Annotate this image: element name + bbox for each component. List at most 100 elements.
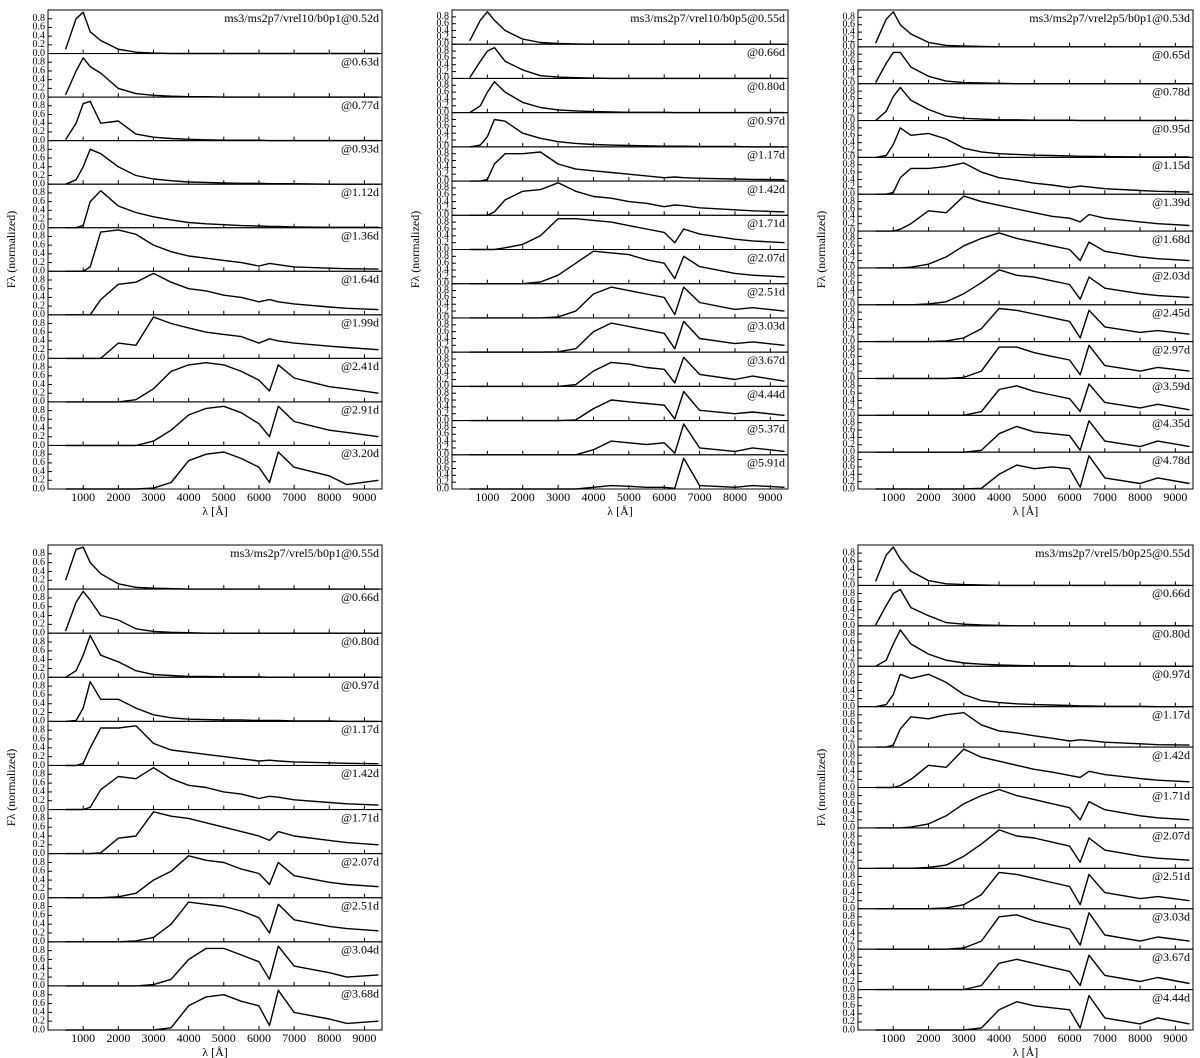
y-tick-label: 0.4 — [33, 610, 46, 621]
y-tick-label: 0.0 — [843, 446, 856, 457]
y-tick-label: 0.8 — [843, 628, 856, 639]
spectrum-label: @1.42d — [341, 766, 379, 780]
y-tick-label: 0.4 — [843, 395, 856, 406]
y-tick-label: 0.2 — [843, 774, 856, 785]
spectrum — [469, 457, 785, 490]
x-tick-label: 3000 — [952, 490, 976, 504]
spectrum-label: @3.68d — [341, 987, 379, 1001]
spectrum-label: @1.42d — [747, 182, 785, 196]
y-tick-label: 0.2 — [33, 39, 46, 50]
spectrum — [469, 286, 785, 319]
spectrum-label: @3.04d — [341, 943, 379, 957]
y-tick-label: 0.6 — [33, 283, 46, 294]
y-tick-label: 0.6 — [843, 351, 856, 362]
y-tick-label: 0.6 — [33, 866, 46, 877]
y-tick-label: 0.0 — [33, 91, 46, 102]
spectrum-label: @1.64d — [341, 272, 379, 286]
y-tick-label: 0.6 — [437, 86, 450, 97]
y-axis-label: Fλ (normalized) — [814, 211, 828, 288]
y-tick-label: 0.8 — [33, 724, 46, 735]
subplot-frame — [47, 401, 383, 446]
y-tick-label: 0.0 — [437, 415, 450, 426]
subplot-frame — [451, 214, 789, 251]
x-tick-label: 1000 — [881, 490, 905, 504]
y-tick-label: 0.8 — [33, 769, 46, 780]
x-tick-label: 8000 — [317, 490, 341, 504]
y-tick-label: 0.8 — [843, 749, 856, 760]
spectrum — [875, 954, 1190, 991]
y-tick-label: 0.2 — [437, 100, 450, 111]
spectrum-label: @1.99d — [341, 316, 379, 330]
x-tick-label: 5000 — [617, 490, 641, 504]
subplot-frame — [451, 385, 789, 422]
y-tick-label: 0.0 — [843, 152, 856, 163]
y-tick-label: 0.8 — [33, 274, 46, 285]
y-tick-label: 0.6 — [33, 370, 46, 381]
spectrum-label: @4.44d — [747, 387, 785, 401]
y-tick-label: 0.6 — [33, 239, 46, 250]
spectrum — [469, 390, 785, 422]
y-tick-label: 0.6 — [437, 463, 450, 474]
spectrum-label: @1.71d — [341, 810, 379, 824]
y-tick-label: 0.4 — [33, 918, 46, 929]
y-tick-label: 0.6 — [843, 1000, 856, 1011]
y-tick-label: 0.2 — [33, 170, 46, 181]
y-tick-label: 0.6 — [843, 636, 856, 647]
x-tick-label: 7000 — [1093, 1031, 1117, 1045]
y-tick-label: 0.2 — [437, 340, 450, 351]
y-tick-label: 0.8 — [33, 901, 46, 912]
y-tick-label: 0.8 — [843, 588, 856, 599]
spectrum-label: @5.37d — [747, 421, 785, 435]
y-tick-label: 0.6 — [843, 424, 856, 435]
spectrum-label: @1.42d — [1152, 748, 1190, 762]
spectrum-label: @0.97d — [747, 113, 785, 127]
spectrum — [469, 151, 785, 182]
y-tick-label: 0.6 — [437, 326, 450, 337]
y-tick-label: 0.8 — [33, 680, 46, 691]
y-tick-label: 0.6 — [33, 327, 46, 338]
y-tick-label: 0.0 — [437, 175, 450, 186]
y-tick-label: 0.4 — [843, 358, 856, 369]
panel: 0.00.20.40.60.8 ms3/ms2p7/vrel5/b0p1@0.55… — [4, 544, 383, 1058]
spectrum — [64, 590, 379, 634]
y-tick-label: 0.2 — [843, 34, 856, 45]
y-tick-label: 0.6 — [437, 360, 450, 371]
spectrum-label: @1.68d — [1152, 232, 1190, 246]
spectrum — [65, 634, 379, 678]
x-tick-label: 2000 — [106, 490, 130, 504]
y-tick-label: 0.0 — [33, 892, 46, 903]
y-tick-label: 0.2 — [437, 134, 450, 145]
subplot-frame — [857, 706, 1194, 748]
spectrum-label: @3.03d — [1152, 910, 1190, 924]
subplot-frame — [857, 120, 1194, 158]
y-tick-label: 0.8 — [843, 669, 856, 680]
x-tick-label: 9000 — [352, 490, 376, 504]
y-tick-label: 0.0 — [843, 903, 856, 914]
y-tick-label: 0.8 — [33, 405, 46, 416]
y-tick-label: 0.2 — [843, 181, 856, 192]
spectrum-label: @1.12d — [341, 185, 379, 199]
x-tick-label: 7000 — [282, 1031, 306, 1045]
spectrum — [65, 362, 379, 403]
spectrum-label: @1.39d — [1152, 195, 1190, 209]
y-tick-label: 0.2 — [843, 733, 856, 744]
y-tick-label: 0.2 — [843, 439, 856, 450]
y-tick-label: 0.6 — [437, 429, 450, 440]
spectrum — [469, 46, 785, 80]
spectrum-label: @3.67d — [747, 353, 785, 367]
y-tick-label: 0.2 — [843, 144, 856, 155]
y-tick-label: 0.8 — [437, 422, 450, 433]
y-tick-label: 0.2 — [33, 619, 46, 630]
y-tick-label: 0.8 — [843, 122, 856, 133]
spectrum-label: @0.66d — [1152, 586, 1190, 600]
y-tick-label: 0.6 — [843, 387, 856, 398]
y-tick-label: 0.0 — [33, 353, 46, 364]
x-tick-label: 6000 — [247, 490, 271, 504]
y-tick-label: 0.8 — [437, 148, 450, 159]
y-axis-label: Fλ (normalized) — [4, 749, 18, 826]
subplot-frame — [47, 985, 383, 1031]
y-tick-label: 0.6 — [437, 155, 450, 166]
x-tick-label: 2000 — [511, 490, 535, 504]
x-tick-label: 8000 — [317, 1031, 341, 1045]
